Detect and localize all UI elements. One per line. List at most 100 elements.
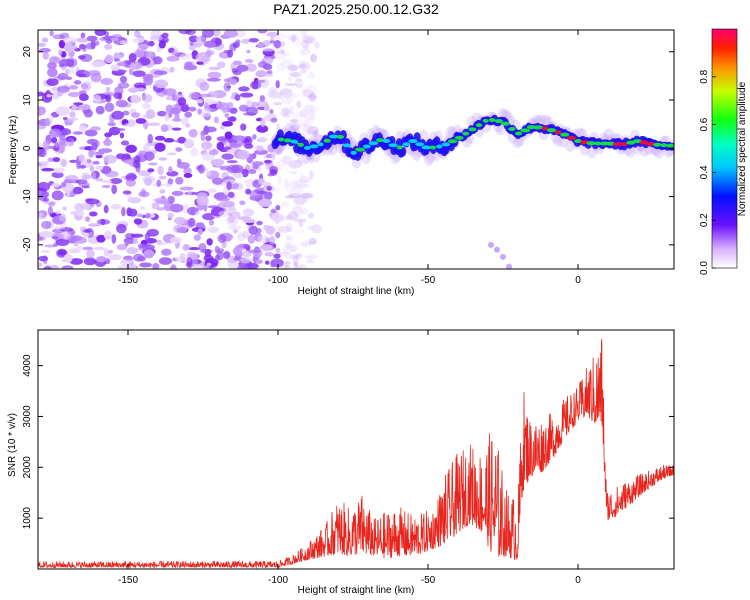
track-peak xyxy=(283,138,292,143)
noise-blob xyxy=(94,30,106,36)
noise-blob xyxy=(220,200,227,205)
noise-blob xyxy=(109,178,123,184)
noise-blob xyxy=(169,236,182,244)
noise-blob xyxy=(188,128,198,138)
track-peak xyxy=(290,139,299,144)
noise-blob xyxy=(121,206,126,217)
track-peak xyxy=(508,126,516,131)
noise-blob xyxy=(306,125,320,135)
noise-blob xyxy=(199,81,210,92)
noise-blob xyxy=(216,102,230,110)
noise-blob xyxy=(263,103,270,112)
noise-blob xyxy=(243,143,254,149)
noise-blob xyxy=(214,245,220,254)
noise-blob xyxy=(101,179,112,184)
noise-blob xyxy=(79,164,87,169)
noise-blob xyxy=(167,195,175,204)
spectrogram-axes-frame xyxy=(37,29,675,270)
noise-blob xyxy=(58,49,63,56)
noise-blob xyxy=(143,144,150,153)
noise-blob xyxy=(153,70,168,76)
noise-blob xyxy=(171,118,183,122)
noise-blob xyxy=(207,71,222,79)
noise-blob xyxy=(275,204,281,211)
noise-blob xyxy=(308,212,314,219)
noise-blob xyxy=(125,174,131,181)
noise-blob xyxy=(264,251,275,257)
track-peak xyxy=(599,141,610,146)
secondary-track-point xyxy=(494,246,500,253)
noise-blob xyxy=(287,76,293,82)
noise-blob xyxy=(273,33,286,41)
noise-blob xyxy=(209,128,215,132)
track-peak xyxy=(304,146,311,151)
noise-blob xyxy=(130,94,141,104)
noise-blob xyxy=(115,40,120,45)
noise-blob xyxy=(204,258,219,267)
noise-blob xyxy=(219,124,225,130)
noise-blob xyxy=(227,116,237,122)
track-halo xyxy=(565,140,576,152)
noise-blob xyxy=(289,111,303,119)
noise-blob xyxy=(104,170,119,178)
noise-blob xyxy=(113,92,122,100)
noise-blob xyxy=(166,95,173,101)
noise-blob xyxy=(134,87,147,92)
noise-blob xyxy=(308,92,317,102)
noise-blob xyxy=(308,71,315,80)
noise-blob xyxy=(239,92,254,98)
noise-blob xyxy=(111,184,118,195)
noise-blob xyxy=(276,63,286,72)
track-peak xyxy=(653,142,662,147)
noise-blob xyxy=(144,151,155,161)
noise-blob xyxy=(105,95,110,101)
noise-blob xyxy=(126,247,139,255)
track-peak xyxy=(408,139,418,144)
noise-blob xyxy=(314,41,320,49)
noise-blob xyxy=(167,178,174,185)
noise-blob xyxy=(197,93,212,98)
noise-blob xyxy=(272,225,284,234)
noise-blob xyxy=(132,253,144,262)
noise-blob xyxy=(273,253,281,259)
noise-blob xyxy=(111,34,122,39)
spectrogram-y-tick-label: -10 xyxy=(22,189,33,204)
noise-blob xyxy=(61,265,74,269)
noise-blob xyxy=(115,69,128,74)
noise-blob xyxy=(38,91,44,97)
noise-blob xyxy=(293,218,307,223)
track-halo xyxy=(498,108,508,120)
spectrogram-x-tick-label: -50 xyxy=(421,275,436,286)
noise-blob xyxy=(139,206,146,211)
noise-blob xyxy=(78,93,89,102)
noise-blob xyxy=(293,80,305,85)
noise-blob xyxy=(290,118,299,124)
noise-blob xyxy=(256,145,264,152)
spectrogram-x-tick-label: 0 xyxy=(575,275,581,286)
track-peak xyxy=(500,121,511,126)
noise-blob xyxy=(223,82,231,92)
noise-blob xyxy=(258,136,268,143)
noise-blob xyxy=(307,241,320,245)
noise-blob xyxy=(270,208,277,214)
spectrogram-y-tick-label: 10 xyxy=(22,94,33,106)
noise-blob xyxy=(244,138,251,143)
spectrogram-y-label: Frequency (Hz) xyxy=(8,116,19,185)
noise-blob xyxy=(68,85,79,90)
noise-blob xyxy=(212,30,221,37)
colorbar-tick-label: 0.0 xyxy=(699,261,710,275)
noise-blob xyxy=(187,190,192,196)
noise-blob xyxy=(256,220,263,226)
noise-blob xyxy=(252,163,259,170)
noise-blob xyxy=(55,238,70,247)
noise-blob xyxy=(188,35,199,43)
track-halo xyxy=(558,136,568,148)
noise-blob xyxy=(293,255,299,266)
noise-blob xyxy=(76,37,89,43)
noise-blob xyxy=(300,30,308,39)
noise-blob xyxy=(237,149,250,160)
noise-blob xyxy=(206,262,212,267)
spectrogram-x-label: Height of straight line (km) xyxy=(298,286,415,297)
track-peak xyxy=(566,135,576,140)
noise-blob xyxy=(58,58,72,67)
